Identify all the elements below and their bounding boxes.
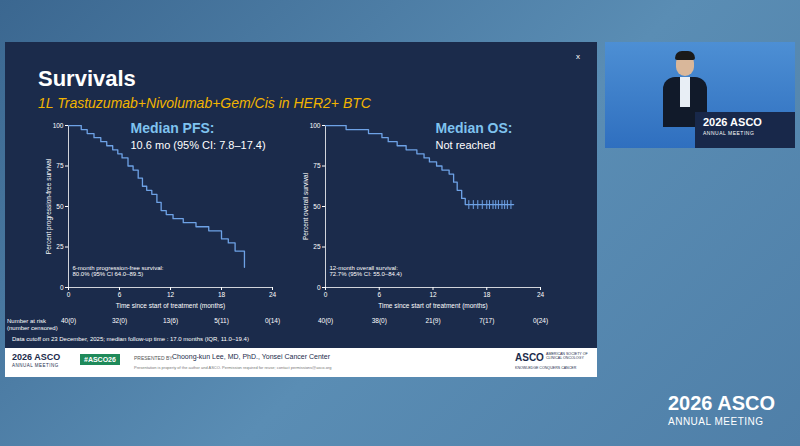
svg-text:24: 24 [269,291,277,298]
svg-text:40(0): 40(0) [61,317,76,325]
svg-text:40(0): 40(0) [318,317,333,325]
html-text:ASCO: ASCO [515,352,544,363]
svg-text:75: 75 [56,162,64,169]
html-text:2026 ASCO: 2026 ASCO [703,116,762,128]
html-text:Survivals: Survivals [38,66,136,91]
svg-text:10.6 mo (95% CI: 7.8–17.4): 10.6 mo (95% CI: 7.8–17.4) [131,139,266,151]
svg-text:Not reached: Not reached [436,139,496,151]
html-text:KNOWLEDGE CONQUERS CANCER: KNOWLEDGE CONQUERS CANCER [515,366,577,370]
html-text:ANNUAL MEETING: ANNUAL MEETING [12,363,59,368]
html-text:1L Trastuzumab+Nivolumab+Gem/C: 1L Trastuzumab+Nivolumab+Gem/Cis in HER2… [38,95,371,111]
svg-text:50: 50 [56,203,64,210]
svg-text:0: 0 [67,291,71,298]
svg-text:7(17): 7(17) [479,317,494,325]
svg-text:75: 75 [313,162,321,169]
svg-text:100: 100 [53,122,64,129]
svg-text:32(0): 32(0) [112,317,127,325]
svg-text:24: 24 [537,291,545,298]
html-text:ANNUAL MEETING: ANNUAL MEETING [703,130,755,136]
svg-text:Time since start of treatment: Time since start of treatment (months) [116,302,226,310]
svg-text:25: 25 [313,243,321,250]
html-text:ANNUAL MEETING: ANNUAL MEETING [668,416,764,427]
svg-text:0: 0 [324,291,328,298]
html-text:2026 ASCO: 2026 ASCO [12,352,61,362]
svg-text:38(0): 38(0) [372,317,387,325]
svg-text:6: 6 [118,291,122,298]
svg-text:6-month progression-free survi: 6-month progression-free survival:80.0% … [73,265,164,277]
svg-text:50: 50 [313,203,321,210]
svg-text:6: 6 [377,291,381,298]
svg-text:5(11): 5(11) [214,317,229,325]
html-text:Presentation is property of th: Presentation is property of the author a… [134,365,332,370]
svg-text:Median PFS:: Median PFS: [131,120,215,136]
html-text:x: x [576,52,580,61]
svg-text:Time since start of treatment: Time since start of treatment (months) [378,302,488,310]
svg-text:25: 25 [56,243,64,250]
svg-text:100: 100 [310,122,321,129]
svg-text:18: 18 [218,291,226,298]
svg-text:21(9): 21(9) [425,317,440,325]
html-text:PRESENTED BY: Choong-kun Lee,: PRESENTED BY: Choong-kun Lee, MD, PhD., … [134,353,330,361]
svg-text:0(14): 0(14) [265,317,280,325]
html-text:Number at risk (number censore: Number at risk (number censored) [7,318,58,331]
svg-text:Median OS:: Median OS: [436,120,513,136]
html-text:2026 ASCO: 2026 ASCO [668,392,776,414]
svg-text:13(6): 13(6) [163,317,178,325]
html-text:#ASCO26: #ASCO26 [84,356,116,363]
svg-text:Percent overall survival: Percent overall survival [302,172,309,240]
svg-text:12: 12 [167,291,175,298]
svg-text:Percent progression-free survi: Percent progression-free survival [45,158,53,254]
html-text:AMERICAN SOCIETY OF CLINICAL O: AMERICAN SOCIETY OF CLINICAL ONCOLOGY [546,352,588,361]
svg-text:0: 0 [317,284,321,291]
html-text:Data cutoff on 23 December, 20: Data cutoff on 23 December, 2025; median… [12,336,249,342]
svg-text:0(24): 0(24) [533,317,548,325]
svg-text:12: 12 [429,291,437,298]
svg-text:12-month overall survival:72.7: 12-month overall survival:72.7% (95% CI:… [330,265,402,277]
svg-text:0: 0 [60,284,64,291]
svg-text:18: 18 [483,291,491,298]
